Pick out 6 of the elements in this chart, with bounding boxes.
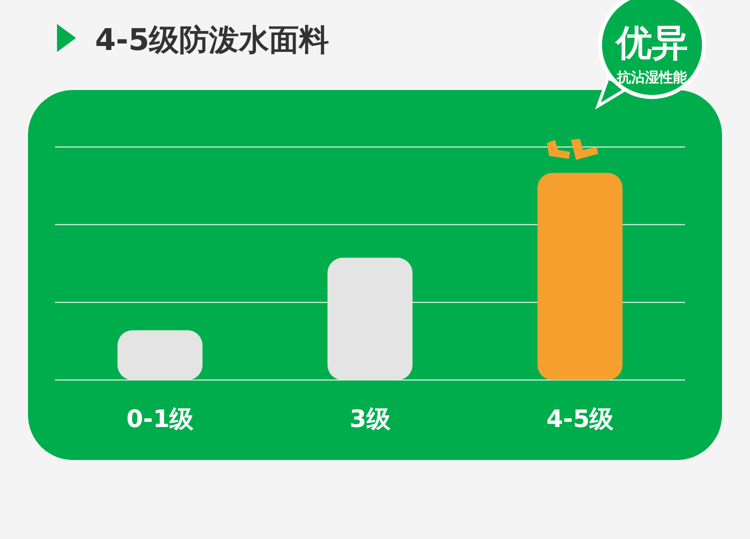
x-tick-label: 4-5级: [546, 405, 615, 433]
x-tick-label: 0-1级: [126, 405, 195, 433]
text: 抗沾湿性能: [616, 70, 688, 86]
text: 优异: [614, 23, 688, 64]
chart-title: 4-5级防泼水面料: [95, 23, 330, 58]
x-tick-label: 3级: [350, 405, 392, 433]
